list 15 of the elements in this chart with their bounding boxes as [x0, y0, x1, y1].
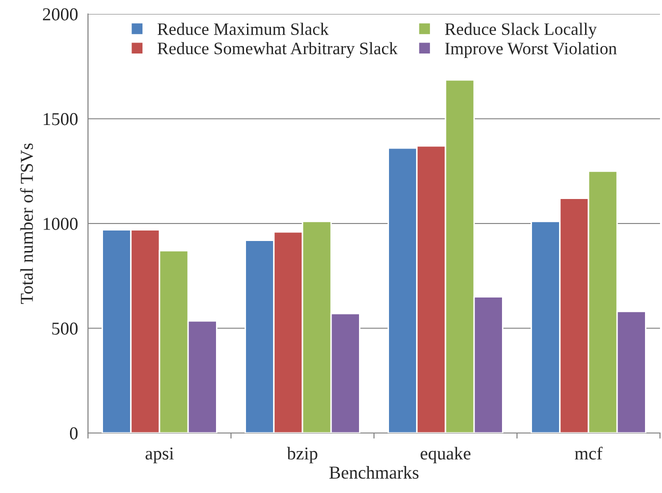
y-axis-title: Total number of TSVs: [20, 143, 34, 304]
x-tick-label: bzip: [286, 446, 318, 464]
legend-label: Improve Worst Violation: [445, 42, 617, 58]
y-tick-label: 1000: [44, 218, 78, 230]
y-tick-label: 2000: [42, 8, 78, 20]
x-tick-label: apsi: [146, 447, 174, 464]
y-tick-label: 0: [70, 427, 78, 440]
y-tick-label: 500: [52, 322, 78, 335]
y-tick-label: 1500: [44, 113, 78, 126]
legend-label: Reduce Maximum Slack: [158, 22, 329, 36]
x-tick-label: equake: [420, 446, 470, 464]
x-tick-label: mcf: [574, 446, 603, 460]
legend-label: Reduce Somewhat Arbitrary Slack: [158, 42, 398, 58]
legend-label: Reduce Slack Locally: [445, 22, 597, 39]
x-axis-title: Benchmarks: [329, 466, 418, 479]
